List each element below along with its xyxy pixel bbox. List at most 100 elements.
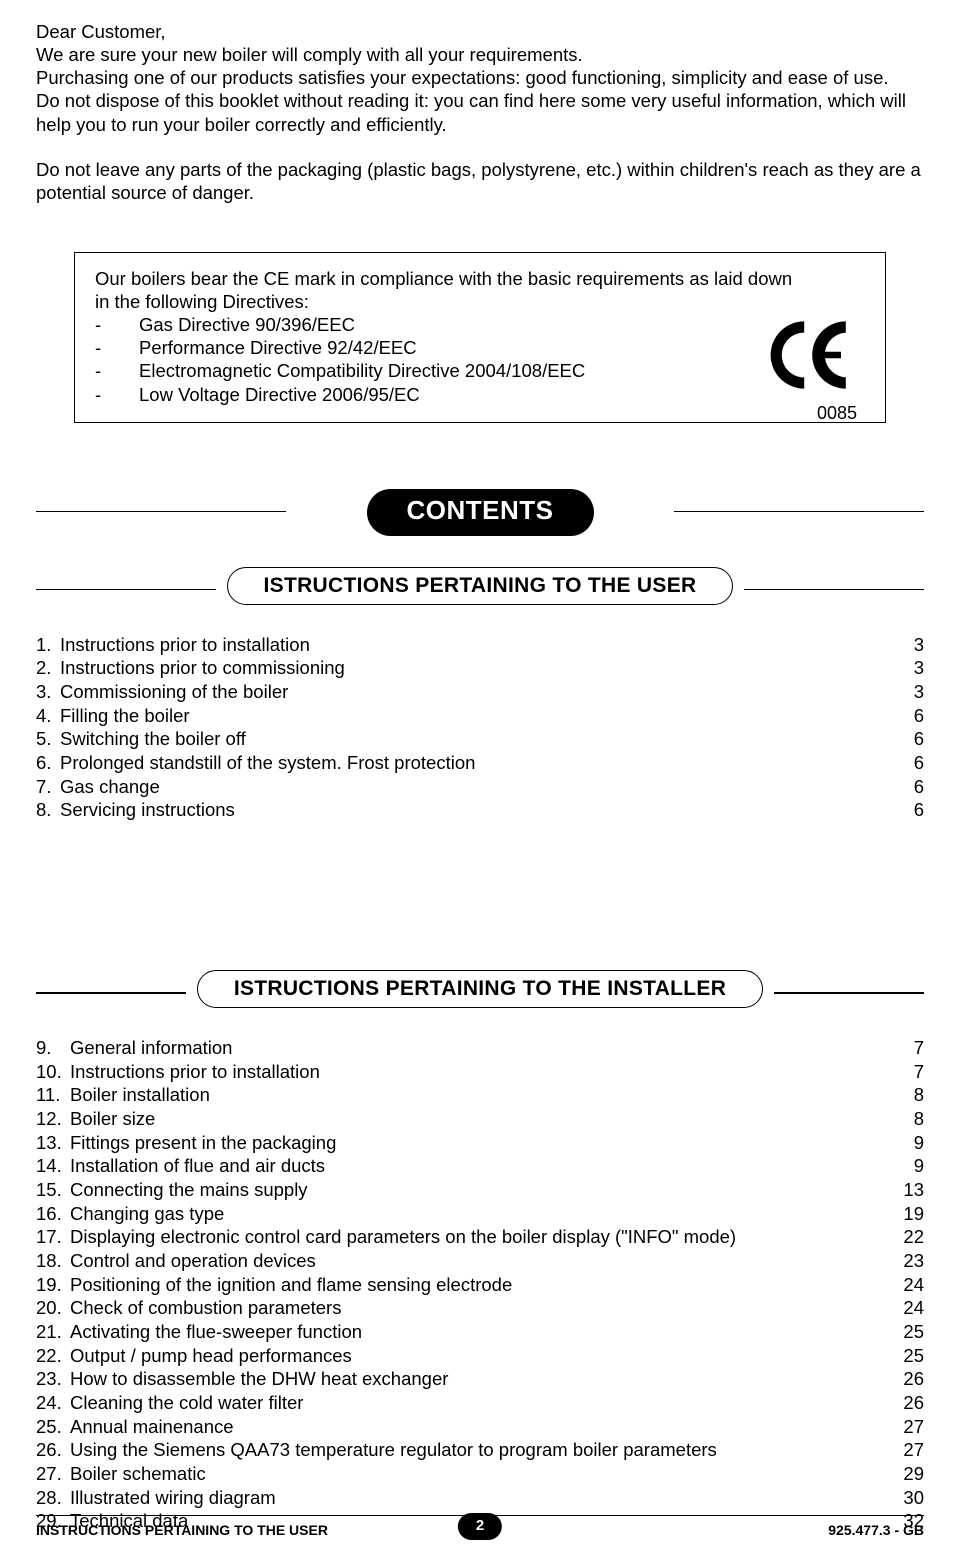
- toc-row: 18.Control and operation devices23: [36, 1249, 924, 1273]
- toc-label: Boiler schematic: [70, 1462, 884, 1486]
- toc-page: 23: [884, 1249, 924, 1273]
- toc-number: 25.: [36, 1415, 70, 1439]
- toc-row: 19.Positioning of the ignition and flame…: [36, 1273, 924, 1297]
- toc-row: 7.Gas change6: [36, 775, 924, 799]
- toc-number: 19.: [36, 1273, 70, 1297]
- ce-code: 0085: [817, 403, 857, 424]
- toc-page: 8: [884, 1107, 924, 1131]
- page-footer: INSTRUCTIONS PERTAINING TO THE USER 2 92…: [36, 1515, 924, 1538]
- toc-page: 26: [884, 1367, 924, 1391]
- toc-number: 24.: [36, 1391, 70, 1415]
- ce-directive: -Low Voltage Directive 2006/95/EC: [95, 383, 865, 406]
- toc-label: Using the Siemens QAA73 temperature regu…: [70, 1438, 884, 1462]
- toc-label: Activating the flue-sweeper function: [70, 1320, 884, 1344]
- footer-left: INSTRUCTIONS PERTAINING TO THE USER: [36, 1522, 328, 1538]
- toc-row: 15.Connecting the mains supply13: [36, 1178, 924, 1202]
- toc-page: 25: [884, 1320, 924, 1344]
- toc-label: Boiler installation: [70, 1083, 884, 1107]
- toc-row: 28.Illustrated wiring diagram30: [36, 1486, 924, 1510]
- toc-label: General information: [70, 1036, 884, 1060]
- toc-number: 1.: [36, 633, 60, 657]
- toc-label: Installation of flue and air ducts: [70, 1154, 884, 1178]
- toc-row: 12.Boiler size8: [36, 1107, 924, 1131]
- toc-number: 18.: [36, 1249, 70, 1273]
- intro-block: Dear Customer, We are sure your new boil…: [36, 20, 924, 204]
- toc-row: 1.Instructions prior to installation3: [36, 633, 924, 657]
- toc-label: Illustrated wiring diagram: [70, 1486, 884, 1510]
- toc-label: Changing gas type: [70, 1202, 884, 1226]
- toc-page: 25: [884, 1344, 924, 1368]
- toc-row: 4.Filling the boiler6: [36, 704, 924, 728]
- toc-page: 27: [884, 1415, 924, 1439]
- installer-heading: ISTRUCTIONS PERTAINING TO THE INSTALLER: [197, 970, 763, 1008]
- toc-number: 12.: [36, 1107, 70, 1131]
- toc-label: Cleaning the cold water filter: [70, 1391, 884, 1415]
- installer-heading-row: ISTRUCTIONS PERTAINING TO THE INSTALLER: [36, 970, 924, 1014]
- toc-label: Gas change: [60, 775, 884, 799]
- user-heading-row: ISTRUCTIONS PERTAINING TO THE USER: [36, 567, 924, 611]
- ce-directive: -Electromagnetic Compatibility Directive…: [95, 359, 865, 382]
- toc-label: How to disassemble the DHW heat exchange…: [70, 1367, 884, 1391]
- toc-label: Servicing instructions: [60, 798, 884, 822]
- toc-number: 28.: [36, 1486, 70, 1510]
- toc-page: 6: [884, 704, 924, 728]
- toc-number: 9.: [36, 1036, 70, 1060]
- toc-row: 2.Instructions prior to commissioning3: [36, 656, 924, 680]
- toc-page: 24: [884, 1273, 924, 1297]
- toc-page: 6: [884, 798, 924, 822]
- toc-row: 17.Displaying electronic control card pa…: [36, 1225, 924, 1249]
- toc-number: 8.: [36, 798, 60, 822]
- toc-number: 3.: [36, 680, 60, 704]
- toc-user: 1.Instructions prior to installation32.I…: [36, 633, 924, 822]
- toc-number: 14.: [36, 1154, 70, 1178]
- toc-number: 16.: [36, 1202, 70, 1226]
- toc-number: 13.: [36, 1131, 70, 1155]
- toc-page: 3: [884, 633, 924, 657]
- toc-row: 6.Prolonged standstill of the system. Fr…: [36, 751, 924, 775]
- toc-number: 21.: [36, 1320, 70, 1344]
- toc-page: 27: [884, 1438, 924, 1462]
- toc-label: Output / pump head performances: [70, 1344, 884, 1368]
- toc-label: Control and operation devices: [70, 1249, 884, 1273]
- toc-label: Switching the boiler off: [60, 727, 884, 751]
- intro-line: We are sure your new boiler will comply …: [36, 43, 924, 66]
- toc-label: Connecting the mains supply: [70, 1178, 884, 1202]
- toc-number: 5.: [36, 727, 60, 751]
- toc-row: 8.Servicing instructions6: [36, 798, 924, 822]
- ce-directive: -Gas Directive 90/396/EEC: [95, 313, 865, 336]
- toc-label: Check of combustion parameters: [70, 1296, 884, 1320]
- toc-page: 3: [884, 680, 924, 704]
- toc-label: Instructions prior to commissioning: [60, 656, 884, 680]
- toc-page: 29: [884, 1462, 924, 1486]
- contents-heading-row: CONTENTS: [36, 489, 924, 533]
- ce-text: Our boilers bear the CE mark in complian…: [95, 267, 865, 290]
- toc-row: 14.Installation of flue and air ducts9: [36, 1154, 924, 1178]
- toc-label: Filling the boiler: [60, 704, 884, 728]
- toc-label: Instructions prior to installation: [60, 633, 884, 657]
- toc-label: Boiler size: [70, 1107, 884, 1131]
- toc-row: 9.General information7: [36, 1036, 924, 1060]
- toc-page: 6: [884, 727, 924, 751]
- toc-page: 6: [884, 775, 924, 799]
- toc-label: Commissioning of the boiler: [60, 680, 884, 704]
- intro-warning: Do not leave any parts of the packaging …: [36, 158, 924, 204]
- toc-number: 23.: [36, 1367, 70, 1391]
- ce-directive: -Performance Directive 92/42/EEC: [95, 336, 865, 359]
- toc-number: 4.: [36, 704, 60, 728]
- ce-compliance-box: Our boilers bear the CE mark in complian…: [74, 252, 886, 423]
- toc-row: 27.Boiler schematic29: [36, 1462, 924, 1486]
- toc-label: Annual mainenance: [70, 1415, 884, 1439]
- toc-installer: 9.General information710.Instructions pr…: [36, 1036, 924, 1533]
- contents-heading: CONTENTS: [367, 489, 594, 536]
- toc-number: 22.: [36, 1344, 70, 1368]
- toc-number: 2.: [36, 656, 60, 680]
- toc-number: 7.: [36, 775, 60, 799]
- toc-row: 22.Output / pump head performances25: [36, 1344, 924, 1368]
- toc-page: 24: [884, 1296, 924, 1320]
- toc-row: 16.Changing gas type19: [36, 1202, 924, 1226]
- toc-page: 3: [884, 656, 924, 680]
- toc-row: 11.Boiler installation8: [36, 1083, 924, 1107]
- footer-page-number: 2: [458, 1513, 502, 1540]
- toc-page: 9: [884, 1131, 924, 1155]
- toc-row: 3.Commissioning of the boiler3: [36, 680, 924, 704]
